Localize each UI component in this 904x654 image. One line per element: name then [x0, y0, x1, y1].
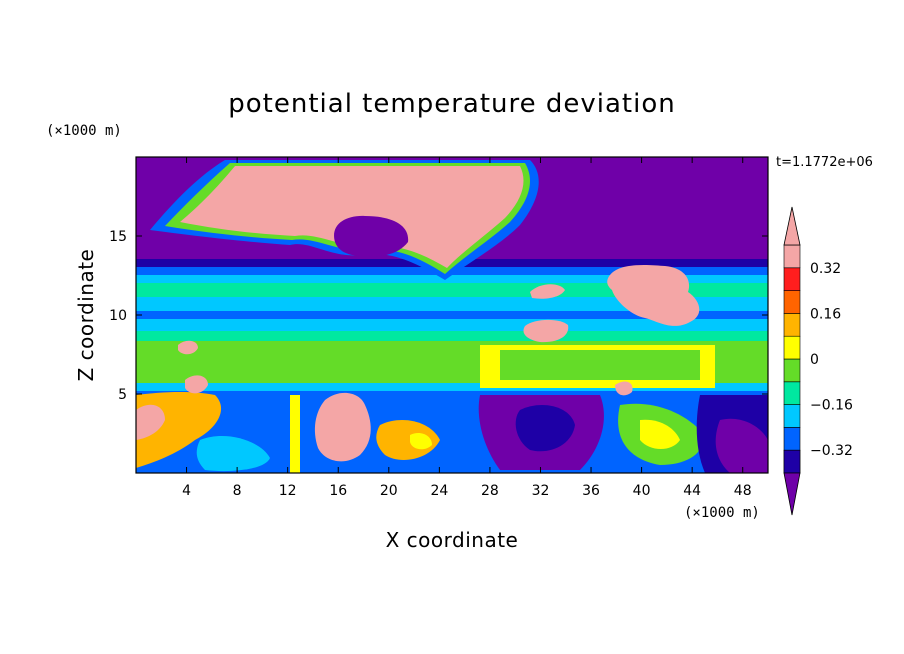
y-unit-label: (×1000 m)	[46, 123, 122, 139]
x-tick-label: 28	[481, 483, 499, 499]
x-tick-label: 4	[182, 483, 191, 499]
field-band	[136, 275, 768, 283]
field-cold-right	[715, 418, 768, 473]
field-mixed	[196, 436, 270, 472]
y-axis: 5 10 15	[109, 229, 768, 403]
x-tick-label: 48	[734, 483, 752, 499]
colorbar-tick-label: −0.16	[810, 398, 853, 414]
colorbar-swatch	[783, 358, 801, 383]
x-unit-label: (×1000 m)	[684, 505, 760, 521]
x-tick-label: 16	[329, 483, 347, 499]
y-tick-label: 10	[109, 308, 127, 324]
x-tick-label: 12	[279, 483, 297, 499]
x-tick-label: 36	[582, 483, 600, 499]
x-axis: 4 8 12 16 20 24 28 32 36 40 44 48	[182, 157, 752, 499]
colorbar-swatch	[783, 404, 801, 428]
field-warm-patch	[530, 284, 565, 299]
field-warm-patch	[607, 264, 700, 326]
x-tick-label: 44	[683, 483, 701, 499]
field-low-anomaly	[136, 404, 165, 440]
colorbar-extend-min	[783, 472, 801, 516]
colorbar-tick-label: 0.32	[810, 261, 841, 277]
field-band	[136, 331, 768, 341]
x-axis-label: X coordinate	[386, 528, 519, 552]
field-warm-low	[410, 433, 432, 450]
x-tick-label: 40	[633, 483, 651, 499]
y-tick-label: 5	[118, 387, 127, 403]
colorbar-swatch	[783, 244, 801, 269]
colorbar-swatch	[783, 381, 801, 405]
field-band	[136, 297, 768, 311]
field-warm-low	[376, 420, 440, 460]
colorbar-extend-max	[783, 206, 801, 246]
field-band	[136, 319, 768, 331]
colorbar: 0.32 0.16 0 −0.16 −0.32	[783, 206, 853, 516]
field-warm-blob	[185, 375, 208, 394]
field-warm-blob	[178, 340, 198, 355]
field-cold-pocket	[334, 215, 409, 257]
colorbar-swatch	[783, 290, 801, 314]
field-band	[136, 383, 768, 391]
field-warm-anomaly	[180, 166, 524, 268]
field-warm-plume	[314, 392, 371, 462]
x-tick-label: 20	[380, 483, 398, 499]
chart-title: potential temperature deviation	[228, 89, 675, 119]
y-tick-label: 15	[109, 229, 127, 245]
field-mixed	[640, 419, 680, 449]
colorbar-swatch	[783, 267, 801, 291]
field-warm-blob	[615, 381, 633, 396]
field-warm-band	[500, 350, 700, 380]
colorbar-tick-label: 0.16	[810, 306, 841, 322]
field-column	[290, 395, 300, 473]
y-axis-label: Z coordinate	[74, 249, 98, 382]
field-cold-core	[515, 405, 575, 452]
field-warm-patch	[523, 319, 569, 343]
colorbar-tick-label: 0	[810, 352, 819, 368]
colorbar-swatch	[783, 427, 801, 451]
colorbar-swatch	[783, 449, 801, 474]
colorbar-tick-label: −0.32	[810, 443, 853, 459]
field-band	[136, 311, 768, 319]
colorbar-swatch	[783, 313, 801, 337]
time-label: t=1.1772e+06	[776, 155, 873, 170]
x-tick-label: 32	[532, 483, 550, 499]
contour-field	[136, 157, 768, 473]
x-tick-label: 8	[233, 483, 242, 499]
colorbar-swatch	[783, 335, 801, 360]
x-tick-label: 24	[430, 483, 448, 499]
